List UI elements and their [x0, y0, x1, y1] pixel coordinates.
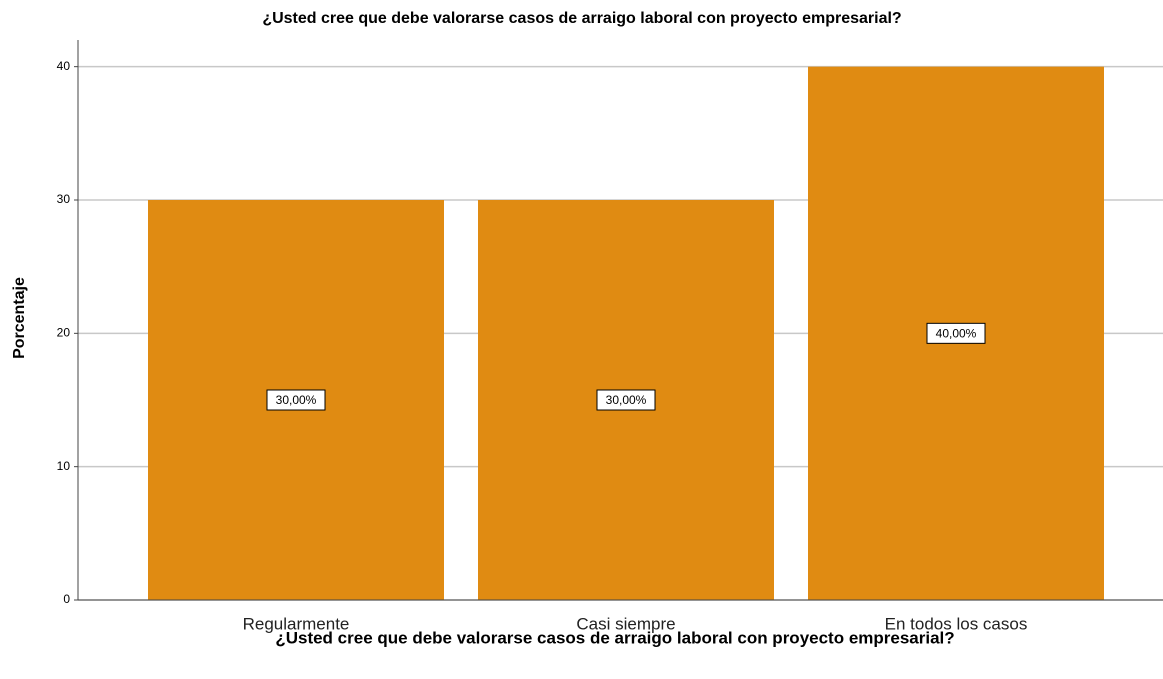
x-tick-label: Casi siempre — [576, 614, 675, 633]
value-label-box — [926, 322, 986, 344]
x-tick-label: En todos los casos — [885, 614, 1028, 633]
value-label: 30,00% — [606, 393, 647, 407]
x-axis-title: ¿Usted cree que debe valorarse casos de … — [275, 628, 954, 647]
y-tick-label: 0 — [63, 592, 70, 606]
x-tick-label: Regularmente — [243, 614, 350, 633]
y-tick-label: 30 — [57, 192, 71, 206]
value-label-box — [596, 389, 656, 411]
y-tick-label: 10 — [57, 459, 71, 473]
value-label: 40,00% — [936, 327, 977, 341]
y-tick-label: 20 — [57, 326, 71, 340]
chart-title: ¿Usted cree que debe valorarse casos de … — [262, 10, 901, 27]
y-axis-title: Porcentaje — [11, 277, 28, 359]
value-label-box — [266, 389, 326, 411]
value-label: 30,00% — [276, 393, 317, 407]
y-tick-label: 40 — [57, 59, 71, 73]
